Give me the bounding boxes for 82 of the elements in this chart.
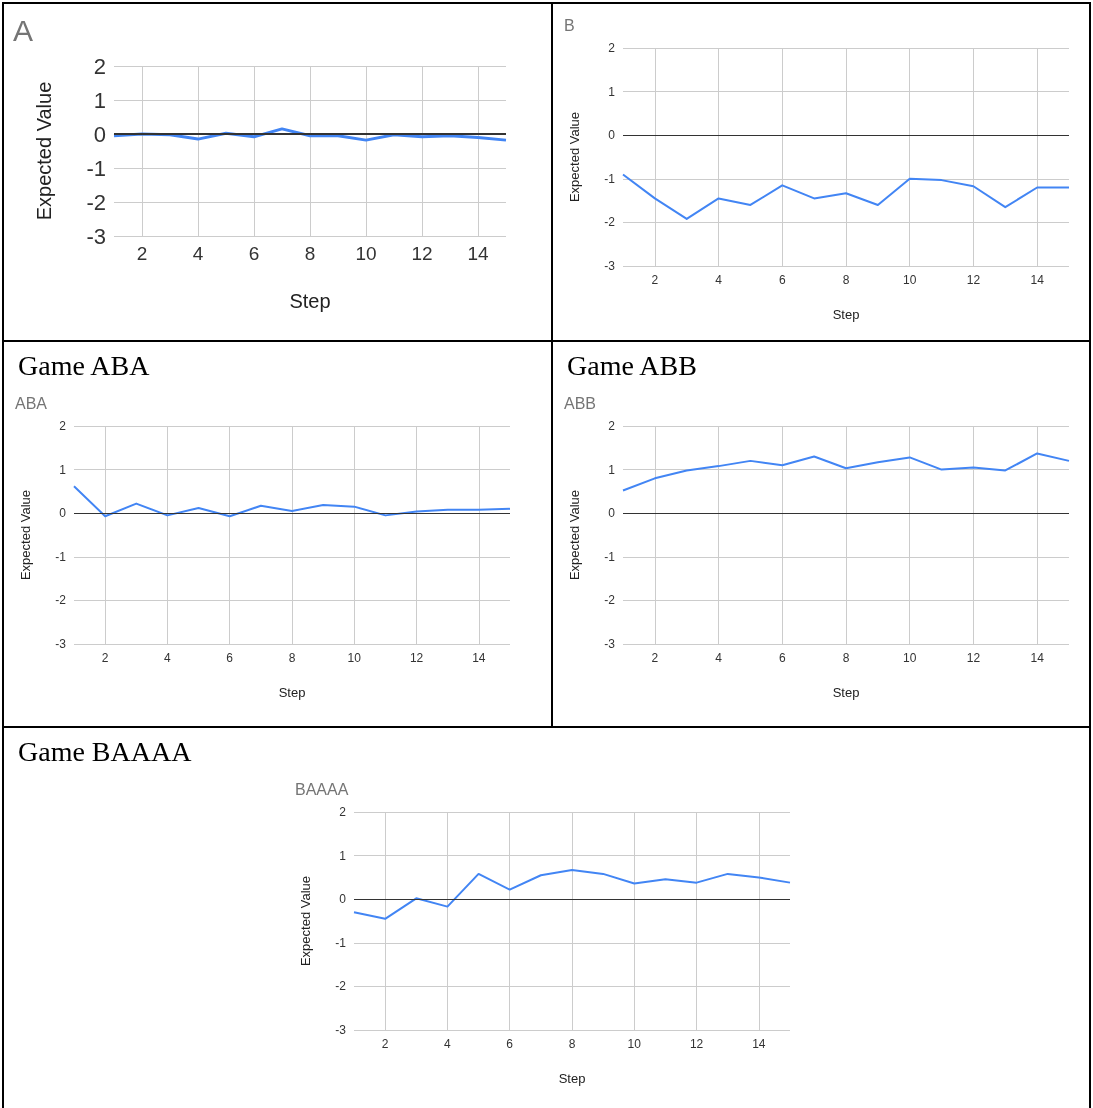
x-tick-label: 8 <box>842 273 850 287</box>
y-tick-label: 2 <box>608 419 616 433</box>
x-tick-label: 6 <box>778 651 786 665</box>
x-tick-label: 6 <box>226 651 234 665</box>
y-tick-label: -3 <box>335 1023 347 1037</box>
x-tick-label: 10 <box>355 243 377 264</box>
x-tick-label: 10 <box>903 651 917 665</box>
y-axis-title: Expected Value <box>298 875 313 967</box>
y-tick-label: -3 <box>604 259 616 273</box>
chart-title: ABA <box>15 394 48 412</box>
y-tick-label: -1 <box>604 549 616 564</box>
y-tick-label: -2 <box>604 215 616 230</box>
y-tick-label: -1 <box>335 935 347 950</box>
x-tick-label: 10 <box>903 273 917 287</box>
y-tick-label: -2 <box>55 593 67 608</box>
x-tick-label: 10 <box>627 1037 642 1051</box>
y-tick-label: 2 <box>93 53 106 79</box>
chart-title: B <box>564 16 575 34</box>
y-tick-label: 2 <box>59 419 67 433</box>
y-tick-label: 0 <box>608 506 616 521</box>
y-tick-label: 1 <box>59 462 67 477</box>
x-tick-label: 6 <box>248 243 260 264</box>
y-axis-title: Expected Value <box>567 111 582 203</box>
y-tick-label: 1 <box>608 462 616 477</box>
x-tick-label: 8 <box>842 651 850 665</box>
chart-title: BAAAA <box>295 780 349 798</box>
x-tick-label: 14 <box>752 1037 766 1051</box>
x-tick-label: 8 <box>304 243 316 264</box>
y-tick-label: 0 <box>608 128 616 143</box>
x-tick-label: 14 <box>1030 651 1045 665</box>
y-tick-label: 0 <box>339 892 347 907</box>
y-tick-label: 0 <box>59 506 67 521</box>
x-tick-label: 12 <box>689 1037 704 1051</box>
y-tick-label: -2 <box>604 593 616 608</box>
x-axis-title: Step <box>832 307 860 322</box>
x-tick-label: 14 <box>472 651 486 665</box>
chart-title: ABB <box>564 394 597 412</box>
y-tick-label: -3 <box>604 637 616 651</box>
x-tick-label: 8 <box>568 1037 576 1051</box>
chart-title: A <box>13 13 34 47</box>
text: Game BAAAA <box>17 735 193 769</box>
y-tick-label: 1 <box>608 84 616 99</box>
x-tick-label: 4 <box>444 1037 452 1051</box>
y-tick-label: 2 <box>339 805 347 819</box>
x-tick-label: 2 <box>381 1037 389 1051</box>
y-tick-label: -2 <box>86 189 106 215</box>
x-tick-label: 6 <box>778 273 786 287</box>
y-tick-label: 1 <box>93 87 106 113</box>
x-tick-label: 4 <box>192 243 204 264</box>
x-axis-title: Step <box>558 1071 586 1086</box>
x-tick-label: 14 <box>467 243 489 264</box>
y-tick-label: 0 <box>93 121 106 147</box>
text: Game ABB <box>566 349 698 383</box>
y-tick-label: -1 <box>604 171 616 186</box>
y-tick-label: 1 <box>339 848 347 863</box>
x-tick-label: 8 <box>288 651 296 665</box>
text: Game ABA <box>17 349 151 383</box>
x-tick-label: 4 <box>715 651 723 665</box>
x-tick-label: 12 <box>966 273 981 287</box>
y-axis-title: Expected Value <box>18 489 33 581</box>
x-axis-title: Step <box>289 290 331 312</box>
y-tick-label: -2 <box>335 979 347 994</box>
y-tick-label: -3 <box>86 223 106 249</box>
x-tick-label: 2 <box>651 273 659 287</box>
y-tick-label: -1 <box>86 155 106 181</box>
y-axis-title: Expected Value <box>33 81 55 221</box>
x-tick-label: 4 <box>164 651 172 665</box>
x-tick-label: 12 <box>411 243 433 264</box>
x-axis-title: Step <box>278 685 306 700</box>
x-tick-label: 4 <box>715 273 723 287</box>
y-tick-label: -3 <box>55 637 67 651</box>
x-tick-label: 6 <box>506 1037 514 1051</box>
x-tick-label: 10 <box>347 651 362 665</box>
x-tick-label: 2 <box>136 243 148 264</box>
x-tick-label: 12 <box>409 651 424 665</box>
y-axis-title: Expected Value <box>567 489 582 581</box>
x-tick-label: 14 <box>1030 273 1045 287</box>
y-tick-label: 2 <box>608 41 616 55</box>
x-tick-label: 2 <box>651 651 659 665</box>
y-tick-label: -1 <box>55 549 67 564</box>
x-tick-label: 12 <box>966 651 981 665</box>
x-axis-title: Step <box>832 685 860 700</box>
